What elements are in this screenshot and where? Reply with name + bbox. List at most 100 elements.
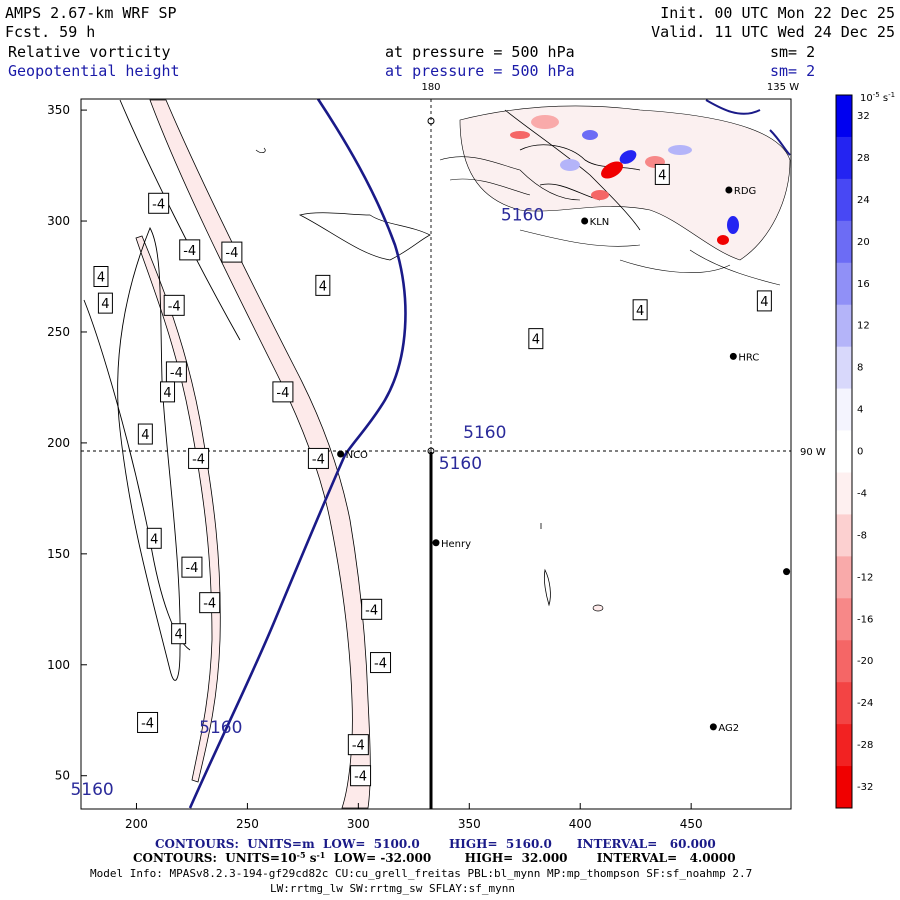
vort-label-neg: -4	[370, 652, 392, 674]
y-axis: 50 100 150 200 250 300 350	[47, 103, 87, 783]
vort-label-pos: 4	[632, 299, 648, 321]
smoothing-height: sm= 2	[770, 62, 815, 80]
vort-label-neg-box	[188, 447, 210, 469]
physics-info: LW:rrtmg_lw SW:rrtmg_sw SFLAY:sf_mynn	[270, 882, 515, 895]
station-label: KLN	[590, 217, 610, 228]
colorbar-level: 32	[857, 111, 870, 122]
station-marker	[783, 568, 791, 576]
station-marker	[337, 450, 345, 458]
vort-label-neg-box	[347, 734, 369, 756]
colorbar-level: 12	[857, 321, 870, 332]
valid-time: Valid. 11 UTC Wed 24 Dec 25	[651, 23, 895, 41]
height-label: 5160	[199, 718, 242, 738]
station-label: NCO	[346, 450, 368, 461]
plot-area: -4 -4 -4 -4 -4 -4 -4 -4 -4 -4 -4 -4 -4 -4 -4 4 4 4 4 4 4 4 4 4 4…	[70, 98, 826, 810]
station-label: HRC	[738, 352, 759, 363]
y-tick-label: 250	[47, 325, 70, 339]
vort-label-pos: 4	[146, 527, 162, 549]
station-label: Henry	[441, 539, 471, 550]
forecast-hour: Fcst. 59 h	[5, 23, 95, 41]
vort-label-neg-text: -4	[312, 452, 325, 467]
colorbar-swatch	[836, 724, 852, 767]
x-tick-label: 300	[347, 817, 370, 831]
vort-contour-left-1	[117, 226, 181, 681]
vort-label-neg-text: -4	[170, 366, 183, 381]
colorbar-swatch	[836, 220, 852, 264]
colorbar-level: -20	[857, 656, 873, 667]
height-label: 5160	[439, 454, 482, 474]
colorbar-swatch	[836, 682, 852, 725]
model-title: AMPS 2.67-km WRF SP	[5, 4, 177, 22]
vort-label-neg-text: -4	[365, 603, 378, 618]
colorbar-swatch	[836, 304, 852, 348]
vort-label-neg-box	[272, 381, 294, 403]
colorbar-level: 16	[857, 279, 870, 290]
vort-label-pos-box	[171, 623, 187, 645]
pressure-height: at pressure = 500 hPa	[385, 62, 575, 80]
vort-label-neg: -4	[347, 734, 369, 756]
vort-label-neg: -4	[148, 192, 170, 214]
vort-label-neg-box	[199, 592, 221, 614]
vort-label-pos: 4	[160, 381, 176, 403]
vort-label-pos-box	[632, 299, 648, 321]
vort-label-neg: -4	[199, 592, 221, 614]
station-marker	[432, 539, 440, 547]
vort-label-pos-box	[654, 163, 670, 185]
vort-label-pos: 4	[137, 423, 153, 445]
pole-marker	[427, 447, 435, 455]
x-tick-label: 350	[458, 817, 481, 831]
x-tick-label: 200	[125, 817, 148, 831]
colorbar-level: -28	[857, 740, 873, 751]
vort-label-pos-text: 4	[174, 628, 182, 643]
colorbar-level: 0	[857, 447, 863, 458]
vort-label-neg-box	[137, 711, 159, 733]
x-tick-label: 250	[236, 817, 259, 831]
station-marker	[729, 352, 737, 360]
height-label: 5160	[501, 205, 544, 225]
station-marker	[725, 186, 733, 194]
field-vorticity: Relative vorticity	[8, 43, 171, 61]
vort-label-neg-box	[350, 765, 372, 787]
vort-label-pos-text: 4	[636, 304, 644, 319]
colorbar-swatch	[836, 766, 852, 809]
vort-label-neg-box	[361, 598, 383, 620]
y-tick-label: 300	[47, 214, 70, 228]
y-tick-label: 350	[47, 103, 70, 117]
vort-label-pos-text: 4	[141, 428, 149, 443]
vort-label-neg-box	[370, 652, 392, 674]
vort-label-neg: -4	[221, 241, 243, 263]
vort-label-neg-text: -4	[183, 244, 196, 259]
colorbar-level: 20	[857, 237, 870, 248]
colorbar-level: -16	[857, 614, 873, 625]
colorbar-swatch	[836, 262, 852, 306]
vort-label-pos-box	[137, 423, 153, 445]
colorbar-swatch	[836, 95, 852, 138]
vort-label-neg-text: -4	[276, 386, 289, 401]
vort-label-neg: -4	[179, 239, 201, 261]
vort-label-neg-text: -4	[141, 716, 154, 731]
station-label: AG2	[718, 723, 739, 734]
colorbar-level: 24	[857, 195, 870, 206]
y-tick-label: 150	[47, 547, 70, 561]
vort-label-pos: 4	[171, 623, 187, 645]
colorbar-unit: 10-5 s-1	[860, 91, 895, 104]
vort-label-neg: -4	[307, 447, 329, 469]
vort-label-pos-text: 4	[150, 532, 158, 547]
lon-180-label: 180	[421, 82, 440, 93]
vort-label-pos-text: 4	[760, 295, 768, 310]
colorbar-swatch	[836, 556, 852, 599]
vort-label-pos: 4	[528, 328, 544, 350]
vort-label-pos: 4	[654, 163, 670, 185]
vort-label-pos-text: 4	[101, 297, 109, 312]
y-tick-label: 200	[47, 436, 70, 450]
vort-cluster-northeast	[298, 99, 791, 286]
station-marker	[581, 217, 589, 225]
vort-label-pos-box	[146, 527, 162, 549]
smoothing-vorticity: sm= 2	[770, 43, 815, 61]
colorbar-swatch	[836, 178, 852, 222]
plot-frame	[80, 98, 792, 810]
colorbar-frame	[835, 94, 853, 809]
x-axis: 200 250 300 350 400 450	[125, 803, 703, 831]
field-height: Geopotential height	[8, 62, 180, 80]
